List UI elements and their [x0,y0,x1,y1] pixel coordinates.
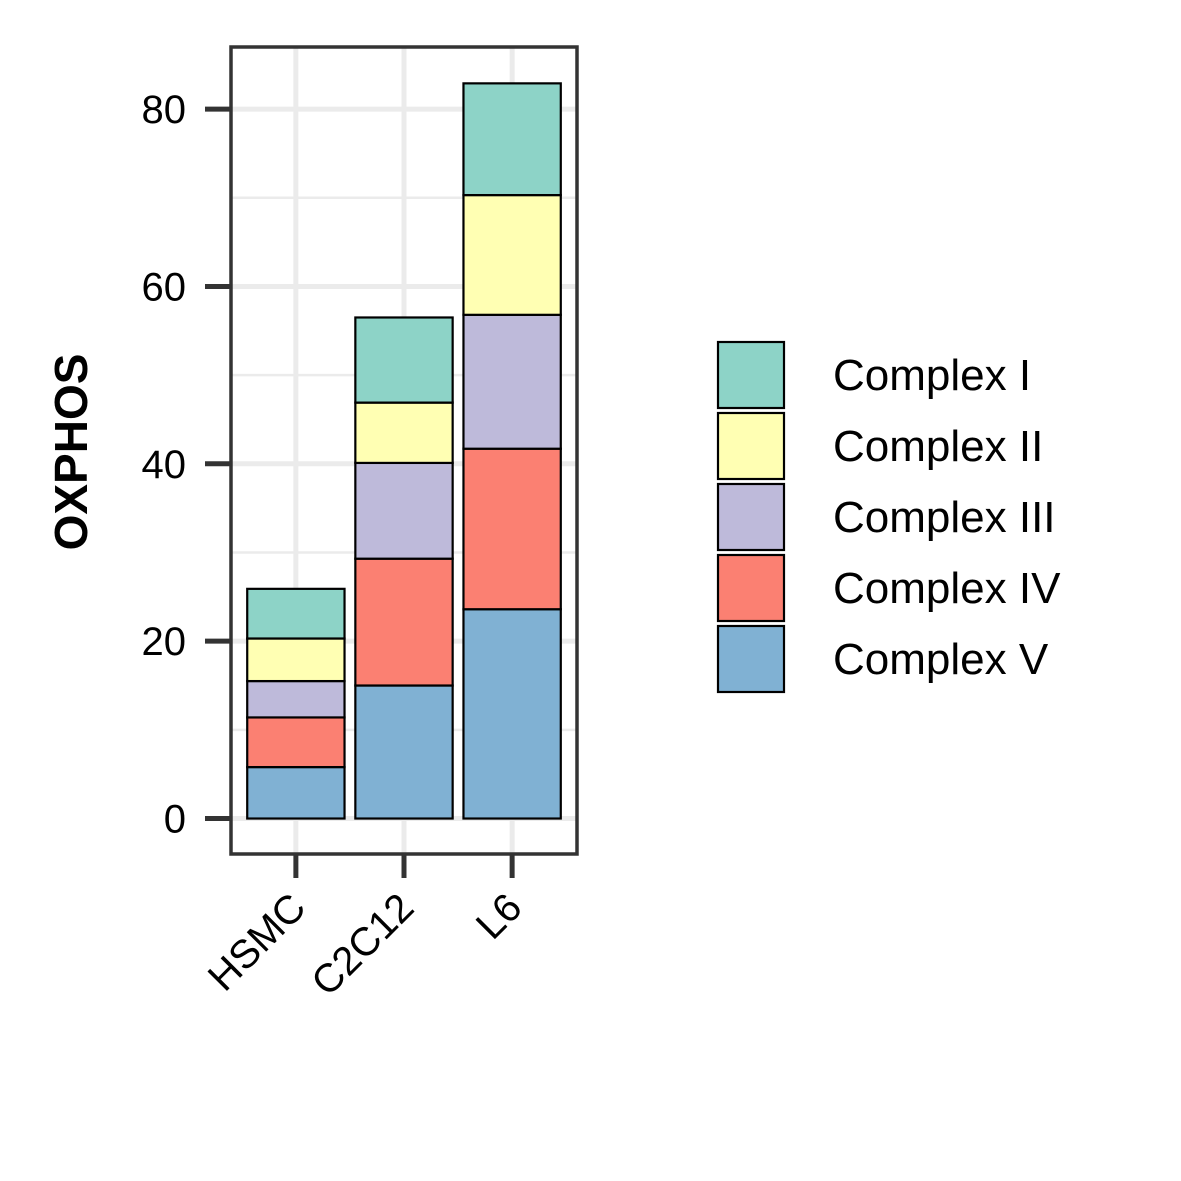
legend-key [716,482,786,552]
bar-l6-complex-iii [462,313,562,450]
bar-l6-complex-iv [462,447,562,611]
bar-hsmc-complex-iii [246,679,346,719]
bar-hsmc-complex-iv [246,716,346,769]
bar-l6-complex-ii [462,193,562,316]
y-axis-title: OXPHOS [45,354,97,551]
legend-label: Complex V [833,635,1049,684]
x-tick-label: C2C12 [303,885,422,1004]
y-axis: 0 20 40 60 80 [142,88,231,842]
y-tick-label: 20 [142,620,187,664]
legend-key [716,340,786,410]
legend-key [716,411,786,481]
y-tick-label: 0 [164,798,186,842]
legend-label: Complex IV [833,564,1061,613]
x-tick-label: HSMC [200,885,314,999]
legend-label: Complex III [833,493,1056,542]
x-tick-label: L6 [468,885,531,948]
bar-c2c12-complex-ii [354,401,454,465]
bar-l6-complex-i [462,82,562,197]
y-tick-label: 80 [142,88,187,132]
legend-label: Complex II [833,422,1043,471]
legend-key [716,624,786,694]
bar-l6-complex-v [462,608,562,820]
bars [246,82,562,820]
y-tick-label: 40 [142,443,187,487]
bar-c2c12-complex-v [354,684,454,820]
bar-c2c12-complex-i [354,316,454,404]
bar-c2c12-complex-iii [354,461,454,560]
bar-hsmc-complex-ii [246,637,346,683]
legend-label: Complex I [833,351,1031,400]
y-tick-label: 60 [142,265,187,309]
legend: Complex I Complex II Complex III Complex IV… [716,340,1061,694]
bar-hsmc-complex-v [246,765,346,820]
bar-hsmc-complex-i [246,587,346,640]
legend-key [716,553,786,623]
bar-c2c12-complex-iv [354,557,454,687]
